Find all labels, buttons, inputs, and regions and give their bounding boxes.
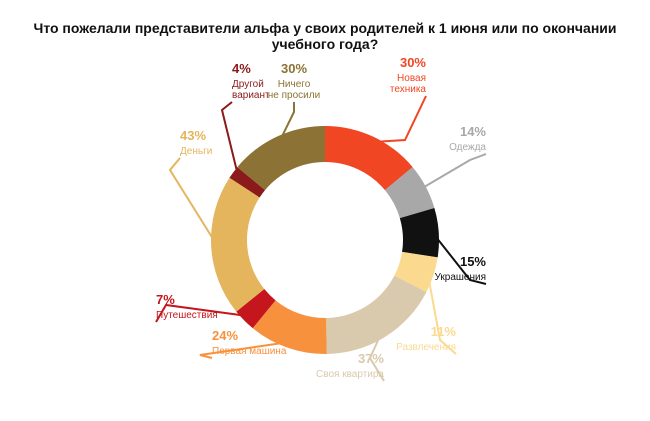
slice-category-label: Первая машина: [212, 346, 287, 357]
slice-category-label: Другой: [232, 79, 264, 90]
callout-line: [220, 101, 240, 177]
slice-category-label: Развлечения: [396, 342, 456, 353]
slice-category-label: Своя квартира: [316, 369, 384, 380]
donut-slice: [399, 207, 439, 258]
callout-line: [368, 331, 385, 382]
slice-value-label: 24%: [212, 328, 238, 343]
slice-category-label: Деньги: [180, 146, 212, 157]
slice-value-label: 37%: [358, 351, 384, 366]
slice-category-label: Ничего: [278, 79, 311, 90]
slice-value-label: 15%: [460, 254, 486, 269]
slice-category-label: Путешествия: [156, 310, 218, 321]
callout-line: [431, 232, 487, 285]
donut-slice: [394, 251, 438, 293]
chart-title: Что пожелали представители альфа у своих…: [33, 20, 617, 52]
donut-slice: [384, 167, 435, 219]
callout-line: [155, 303, 249, 323]
slice-value-label: 30%: [400, 55, 426, 70]
donut-slice: [210, 177, 265, 312]
callout-line: [419, 153, 487, 191]
slice-category-label: Одежда: [449, 142, 486, 153]
slice-value-label: 11%: [431, 324, 457, 339]
slice-category-label: Украшения: [434, 272, 486, 283]
donut-slice: [252, 300, 327, 354]
donut-slice: [325, 126, 413, 191]
slice-value-label: 43%: [180, 128, 206, 143]
slice-value-label: 4%: [232, 61, 251, 76]
slice-value-label: 7%: [156, 292, 175, 307]
slice-value-label: 14%: [460, 124, 486, 139]
callout-line: [199, 340, 290, 359]
slice-value-label: 30%: [281, 61, 307, 76]
donut-slice: [237, 126, 325, 191]
donut-slice: [326, 275, 427, 354]
slice-category-label: техника: [390, 84, 427, 95]
callout-line: [168, 157, 218, 247]
callout-line: [370, 95, 427, 144]
slice-category-label: вариант: [232, 90, 270, 101]
slice-category-label: Новая: [397, 73, 426, 84]
callout-line: [278, 102, 295, 143]
donut-slice: [236, 289, 276, 329]
callout-line: [426, 273, 457, 355]
slice-category-label: не просили: [268, 90, 320, 101]
